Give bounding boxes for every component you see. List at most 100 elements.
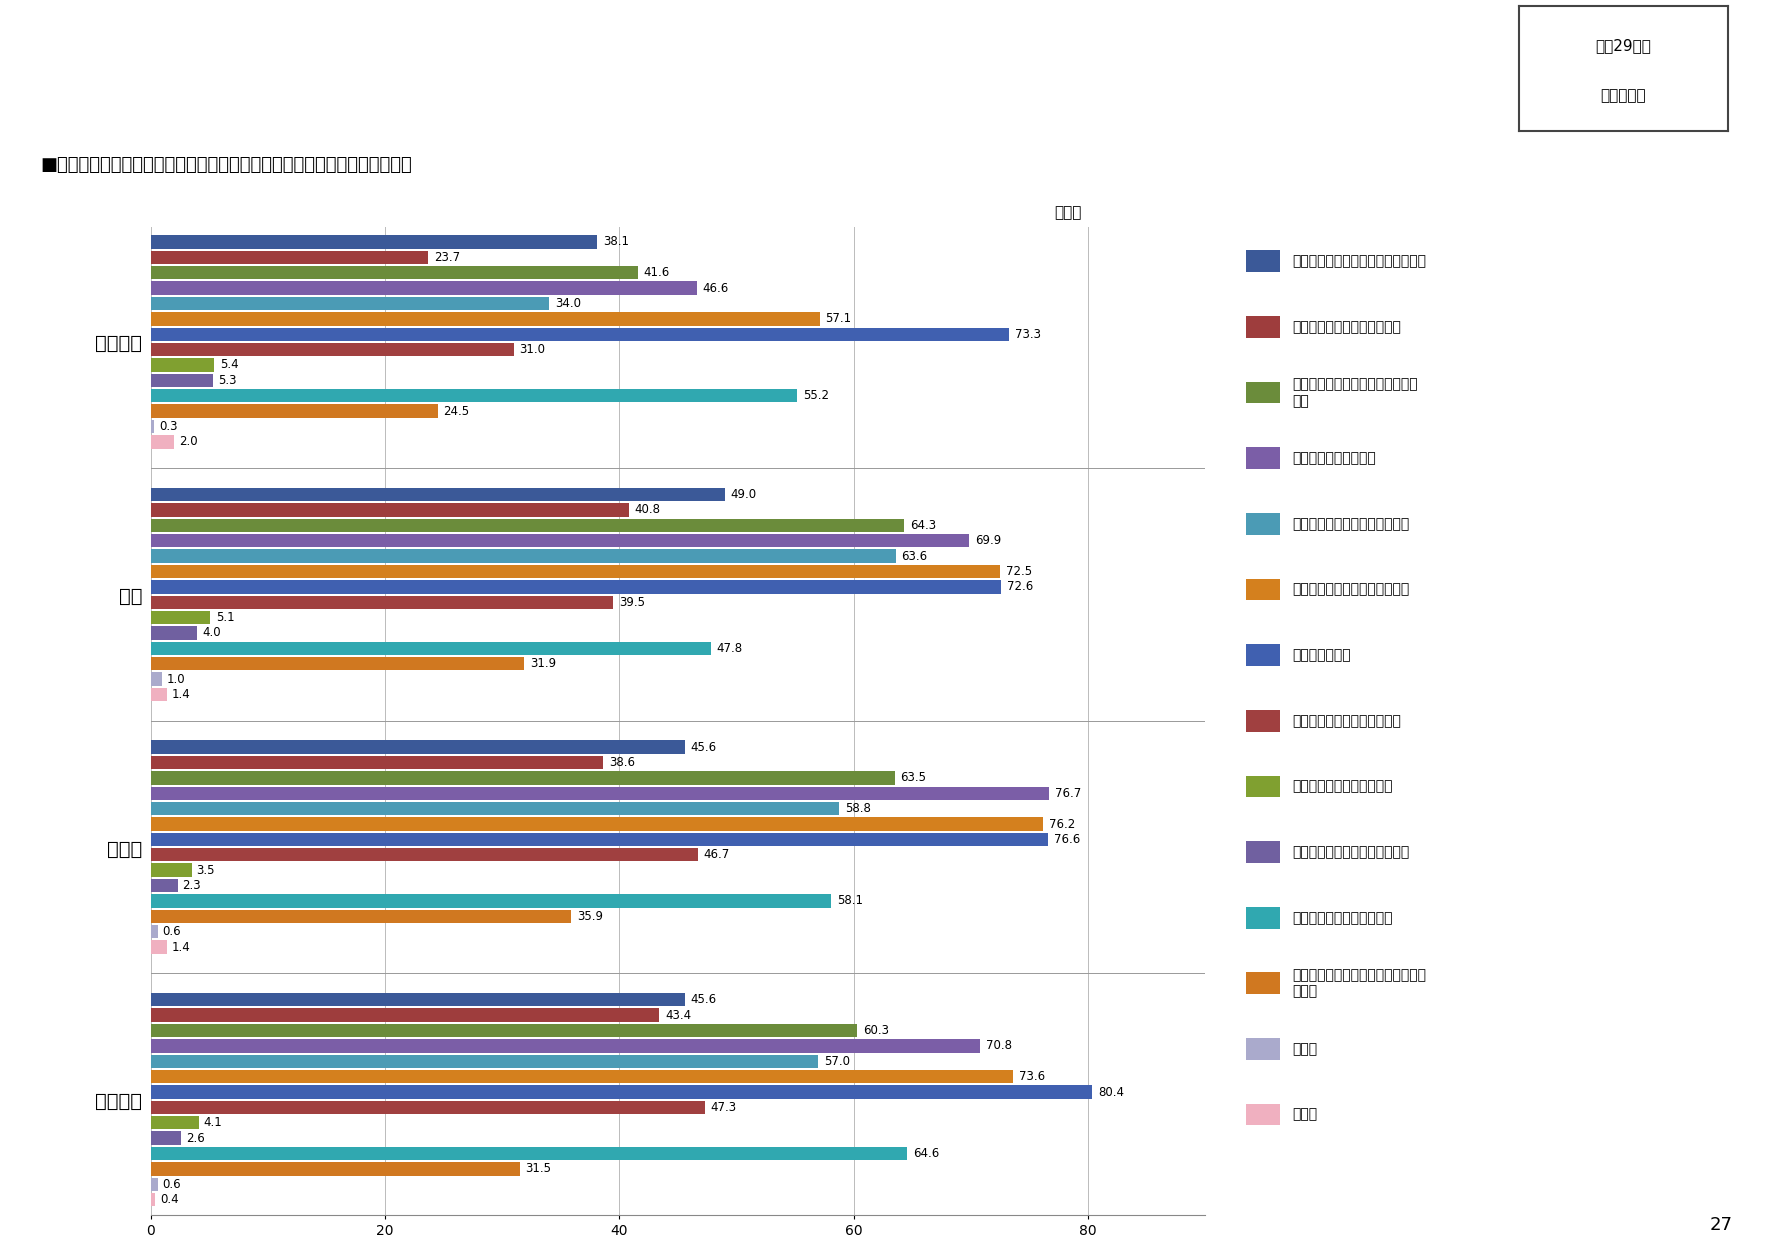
- Bar: [151, 863, 191, 877]
- Text: 76.2: 76.2: [1049, 817, 1076, 831]
- Text: 57.0: 57.0: [824, 1055, 851, 1068]
- Bar: [151, 657, 525, 670]
- Text: 1.0: 1.0: [167, 673, 186, 685]
- Bar: [151, 910, 571, 923]
- Bar: [151, 1085, 1093, 1099]
- Text: 38.1: 38.1: [602, 235, 629, 248]
- Bar: [151, 771, 895, 785]
- Bar: [151, 849, 698, 861]
- Bar: [151, 282, 696, 295]
- Text: 一般国民票: 一般国民票: [1600, 88, 1646, 103]
- Text: 0.4: 0.4: [159, 1194, 179, 1206]
- Bar: [1246, 250, 1279, 272]
- Bar: [1246, 907, 1279, 928]
- Bar: [1246, 447, 1279, 470]
- Bar: [1246, 1038, 1279, 1060]
- Text: 45.6: 45.6: [691, 740, 718, 754]
- Text: 41.6: 41.6: [643, 267, 670, 279]
- Text: 5.1: 5.1: [216, 611, 236, 624]
- Text: 信頼できる医師等にみてもらうこと: 信頼できる医師等にみてもらうこと: [1292, 254, 1426, 268]
- Text: 自分らしくいれること: 自分らしくいれること: [1292, 451, 1377, 465]
- Bar: [151, 1039, 980, 1053]
- Text: 0.6: 0.6: [163, 1177, 181, 1191]
- Text: 2.6: 2.6: [186, 1131, 204, 1145]
- Bar: [151, 328, 1010, 341]
- Text: 31.9: 31.9: [530, 657, 556, 670]
- Text: 46.7: 46.7: [703, 849, 730, 861]
- Text: 45.6: 45.6: [691, 993, 718, 1007]
- Bar: [151, 1192, 156, 1206]
- Text: 1.4: 1.4: [172, 688, 190, 701]
- Text: （％）: （％）: [1054, 206, 1081, 221]
- Bar: [151, 549, 895, 563]
- Text: 73.6: 73.6: [1019, 1070, 1045, 1083]
- Text: 0.3: 0.3: [159, 420, 177, 434]
- Text: 1.4: 1.4: [172, 941, 190, 953]
- Text: 5.4: 5.4: [220, 359, 239, 371]
- Bar: [151, 518, 904, 532]
- Text: 63.6: 63.6: [902, 549, 929, 562]
- Bar: [151, 503, 629, 517]
- Bar: [151, 786, 1049, 800]
- Text: 64.3: 64.3: [909, 518, 936, 532]
- Bar: [1246, 578, 1279, 601]
- Text: 経済的な負担が少ないこと: 経済的な負担が少ないこと: [1292, 911, 1393, 925]
- Text: 58.8: 58.8: [845, 802, 872, 815]
- Text: 47.3: 47.3: [711, 1101, 737, 1114]
- Text: 4.1: 4.1: [204, 1116, 222, 1129]
- Bar: [1246, 381, 1279, 404]
- Bar: [151, 389, 797, 402]
- Bar: [151, 374, 213, 388]
- Bar: [151, 627, 197, 639]
- Text: 72.5: 72.5: [1006, 564, 1031, 578]
- Text: 55.2: 55.2: [803, 389, 829, 402]
- Bar: [151, 420, 154, 434]
- Text: 39.5: 39.5: [618, 596, 645, 609]
- Text: 27: 27: [1710, 1216, 1733, 1234]
- Text: 0.6: 0.6: [163, 926, 181, 938]
- Bar: [151, 359, 214, 371]
- Text: 76.7: 76.7: [1054, 786, 1081, 800]
- Bar: [151, 1008, 659, 1022]
- Text: その他: その他: [1292, 1042, 1318, 1057]
- Text: 人間としての尊厳を保てること: 人間としての尊厳を保てること: [1292, 517, 1411, 531]
- Text: 平成29年度: 平成29年度: [1595, 39, 1652, 54]
- Bar: [151, 1070, 1014, 1083]
- Bar: [151, 802, 840, 815]
- Bar: [151, 817, 1044, 831]
- Text: 4.0: 4.0: [202, 627, 222, 639]
- Bar: [151, 343, 514, 356]
- Bar: [151, 488, 725, 501]
- Bar: [151, 1146, 907, 1160]
- Bar: [151, 642, 711, 655]
- Bar: [151, 611, 211, 624]
- Bar: [151, 1100, 705, 1114]
- Text: 3.5: 3.5: [197, 863, 214, 877]
- Text: 24.5: 24.5: [443, 405, 470, 417]
- Bar: [151, 564, 999, 578]
- Bar: [151, 688, 167, 701]
- Text: 49.0: 49.0: [730, 488, 757, 501]
- Bar: [151, 1131, 181, 1145]
- Text: 64.6: 64.6: [913, 1148, 939, 1160]
- Bar: [151, 581, 1001, 593]
- Text: 可能な限り長生きすること: 可能な限り長生きすること: [1292, 780, 1393, 794]
- Bar: [151, 313, 819, 325]
- Bar: [151, 535, 969, 547]
- Text: 80.4: 80.4: [1099, 1085, 1125, 1099]
- Text: 60.3: 60.3: [863, 1024, 890, 1037]
- Bar: [151, 895, 831, 907]
- Bar: [151, 925, 158, 938]
- Bar: [151, 878, 177, 892]
- Text: 69.9: 69.9: [975, 535, 1001, 547]
- Text: 無回答: 無回答: [1292, 1108, 1318, 1121]
- Bar: [151, 1163, 519, 1176]
- Text: 35.9: 35.9: [578, 910, 602, 923]
- Bar: [151, 1024, 858, 1037]
- Text: 38.6: 38.6: [608, 756, 634, 769]
- Bar: [151, 1054, 819, 1068]
- Text: 積極的な医療を続けられること: 積極的な医療を続けられること: [1292, 845, 1411, 858]
- Text: 5.3: 5.3: [218, 374, 237, 386]
- Bar: [1246, 775, 1279, 797]
- Bar: [151, 235, 597, 249]
